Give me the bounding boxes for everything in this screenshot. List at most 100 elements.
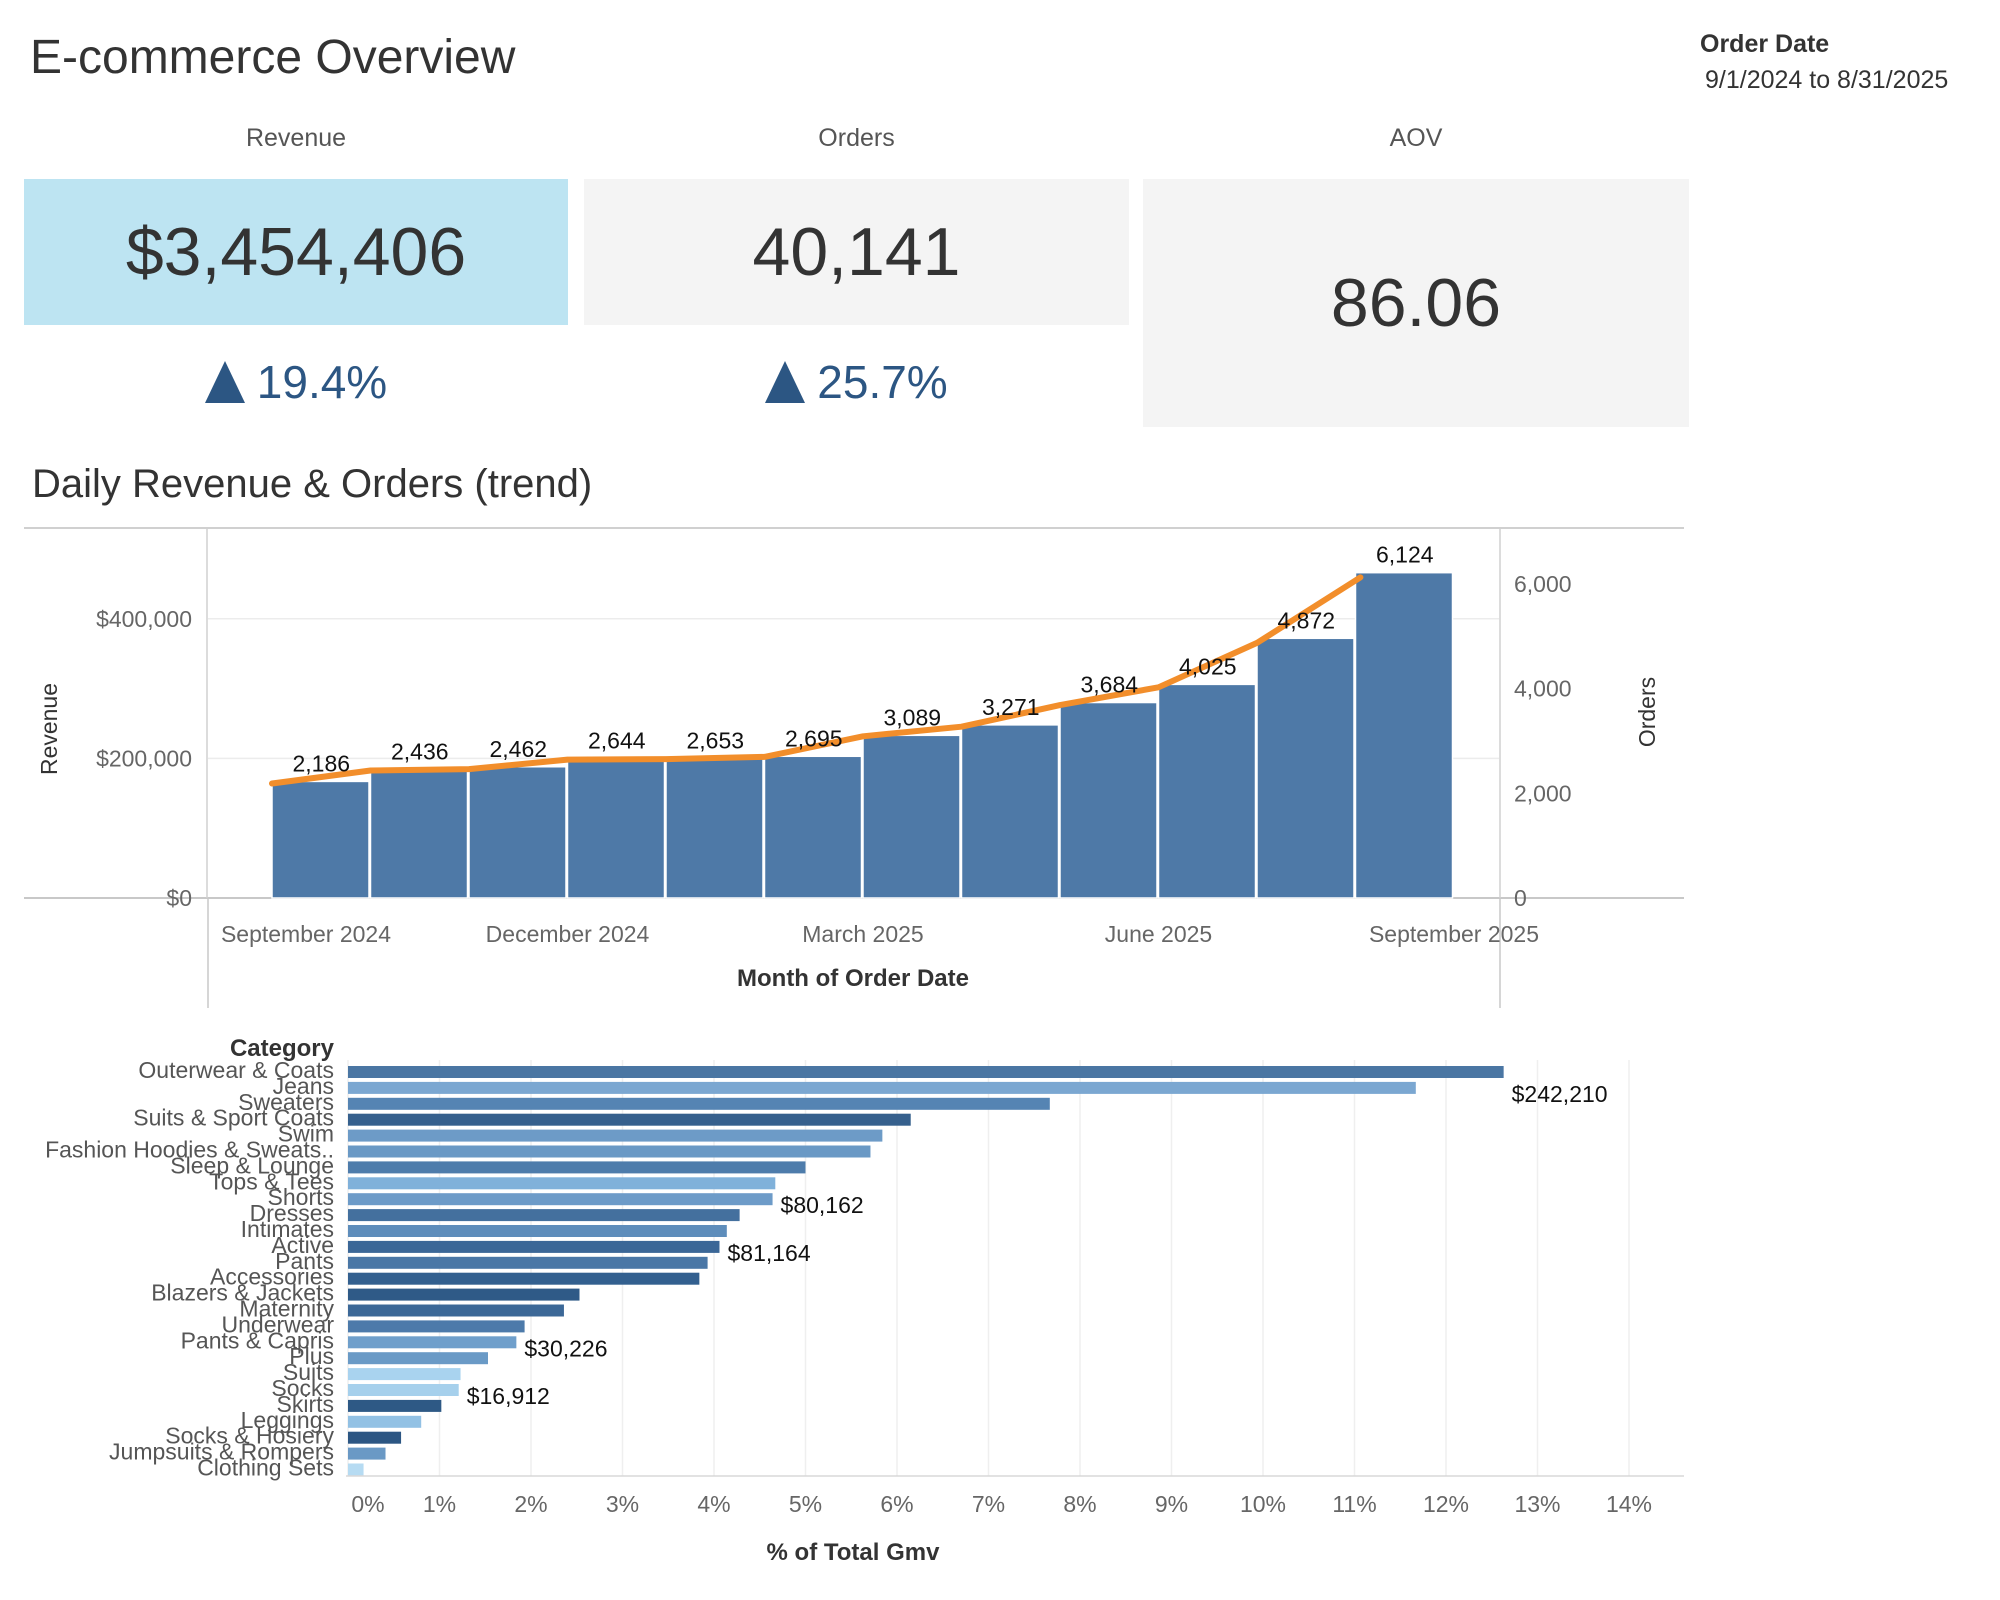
category-bar[interactable]	[348, 1209, 740, 1222]
trend-orders-data-label: 2,186	[292, 750, 350, 776]
category-label: Sweaters	[238, 1089, 334, 1115]
category-label: Maternity	[239, 1296, 334, 1322]
category-label: Socks	[271, 1375, 334, 1401]
category-bar[interactable]	[348, 1288, 580, 1301]
category-value-label: $30,226	[524, 1335, 607, 1361]
trend-chart-title: Daily Revenue & Orders (trend)	[32, 462, 593, 506]
category-bar[interactable]	[348, 1256, 708, 1269]
trend-orders-data-label: 2,644	[588, 727, 646, 753]
trend-orders-data-label: 2,653	[686, 727, 744, 753]
category-label: Outerwear & Coats	[138, 1057, 334, 1083]
category-value-label: $80,162	[781, 1192, 864, 1218]
trend-y-axis-title: Revenue	[36, 683, 62, 775]
category-bar[interactable]	[348, 1113, 911, 1126]
trend-revenue-bar[interactable]	[566, 757, 666, 899]
trend-orders-data-label: 3,271	[982, 694, 1040, 720]
aov-kpi-tile[interactable]: 86.06	[1143, 179, 1689, 427]
trend-orders-data-label: 4,872	[1277, 607, 1335, 633]
category-bar[interactable]	[348, 1177, 776, 1190]
trend-orders-data-label: 3,684	[1080, 672, 1138, 698]
category-bar[interactable]	[348, 1097, 1050, 1110]
category-bar[interactable]	[348, 1320, 525, 1333]
category-label: Plus	[289, 1343, 334, 1369]
category-label: Intimates	[241, 1216, 334, 1242]
category-x-tick-label: 9%	[1155, 1491, 1188, 1517]
trend-revenue-bar[interactable]	[369, 768, 469, 899]
trend-revenue-bar[interactable]	[468, 766, 567, 899]
trend-x-tick-label: June 2025	[1105, 921, 1212, 947]
category-x-axis-title: % of Total Gmv	[767, 1539, 941, 1566]
category-bar[interactable]	[348, 1415, 422, 1428]
up-triangle-icon	[765, 361, 806, 403]
up-triangle-icon	[204, 361, 245, 403]
trend-x-tick-label: March 2025	[802, 921, 923, 947]
category-bar[interactable]	[348, 1368, 461, 1381]
revenue-orders-trend-chart[interactable]: 2,186 2,436 2,462 2,644 2,653 2,695 3,089 3,271…	[0, 520, 1700, 1010]
trend-y-tick-label: $200,000	[96, 745, 192, 771]
trend-revenue-bar[interactable]	[763, 755, 863, 899]
category-x-tick-label: 1%	[423, 1491, 456, 1517]
trend-orders-data-label: 6,124	[1376, 542, 1434, 568]
category-label: Suits	[283, 1359, 334, 1385]
page-title: E-commerce Overview	[30, 31, 516, 84]
trend-revenue-bar[interactable]	[271, 780, 370, 899]
category-label: Shorts	[268, 1184, 334, 1210]
trend-revenue-bar[interactable]	[665, 757, 764, 899]
revenue-kpi-delta: 19.4%	[24, 355, 568, 409]
category-bar[interactable]	[348, 1431, 402, 1444]
aov-kpi-value: 86.06	[1330, 265, 1502, 341]
category-bar[interactable]	[348, 1240, 720, 1253]
trend-revenue-bar[interactable]	[1354, 571, 1454, 899]
category-value-label: $81,164	[727, 1240, 810, 1266]
category-bar[interactable]	[348, 1304, 564, 1317]
trend-revenue-bar[interactable]	[1157, 683, 1257, 899]
order-date-filter-label: Order Date	[1700, 30, 1830, 58]
category-label: Underwear	[222, 1311, 335, 1337]
category-x-tick-label: 14%	[1606, 1491, 1652, 1517]
category-bar[interactable]	[348, 1272, 700, 1285]
category-bar[interactable]	[348, 1463, 364, 1476]
category-label: Skirts	[277, 1391, 335, 1417]
aov-kpi-label: AOV	[1389, 124, 1443, 152]
category-x-tick-label: 13%	[1514, 1491, 1560, 1517]
category-label: Accessories	[210, 1264, 334, 1290]
category-x-tick-label: 2%	[514, 1491, 547, 1517]
orders-kpi-tile[interactable]: 40,141	[584, 179, 1129, 325]
category-label: Blazers & Jackets	[151, 1280, 334, 1306]
category-bar[interactable]	[348, 1193, 773, 1206]
trend-y-tick-label: $400,000	[96, 606, 192, 632]
category-bar[interactable]	[348, 1129, 883, 1142]
category-bar[interactable]	[348, 1145, 871, 1158]
trend-x-axis-title: Month of Order Date	[737, 965, 969, 992]
trend-revenue-bar[interactable]	[1256, 637, 1355, 899]
trend-revenue-bar[interactable]	[1059, 701, 1158, 899]
trend-orders-line[interactable]	[269, 574, 1364, 787]
category-bar[interactable]	[348, 1336, 517, 1349]
category-bar[interactable]	[348, 1225, 727, 1237]
orders-kpi-label: Orders	[818, 124, 895, 152]
trend-y2-axis-title: Orders	[1634, 677, 1660, 747]
trend-revenue-bar[interactable]	[862, 734, 961, 899]
category-x-tick-label: 7%	[972, 1491, 1005, 1517]
category-bar[interactable]	[348, 1384, 459, 1396]
category-bar[interactable]	[348, 1447, 386, 1460]
revenue-kpi-value: $3,454,406	[125, 214, 467, 290]
trend-y2-tick-label: 0	[1514, 885, 1527, 911]
category-label: Tops & Tees	[209, 1168, 334, 1194]
category-bar[interactable]	[348, 1399, 442, 1412]
trend-orders-data-label: 3,089	[883, 704, 941, 730]
order-date-filter-value[interactable]: 9/1/2024 to 8/31/2025	[1705, 66, 1949, 94]
trend-y2-tick-label: 6,000	[1514, 571, 1572, 597]
category-x-tick-label: 0%	[351, 1491, 384, 1517]
trend-revenue-bar[interactable]	[960, 724, 1060, 899]
category-bar[interactable]	[348, 1161, 806, 1174]
category-bar[interactable]	[348, 1066, 1504, 1078]
revenue-kpi-tile[interactable]: $3,454,406	[24, 179, 568, 325]
category-column-header: Category	[230, 1035, 335, 1062]
category-bar[interactable]	[348, 1081, 1416, 1094]
category-bar[interactable]	[348, 1352, 488, 1365]
category-share-chart[interactable]: Category Outerwear & CoatsJeansSweatersS…	[0, 1020, 1700, 1580]
category-label: Fashion Hoodies & Sweats..	[45, 1137, 334, 1163]
category-label: Pants & Capris	[181, 1327, 334, 1353]
trend-x-tick-label: September 2024	[221, 921, 391, 947]
